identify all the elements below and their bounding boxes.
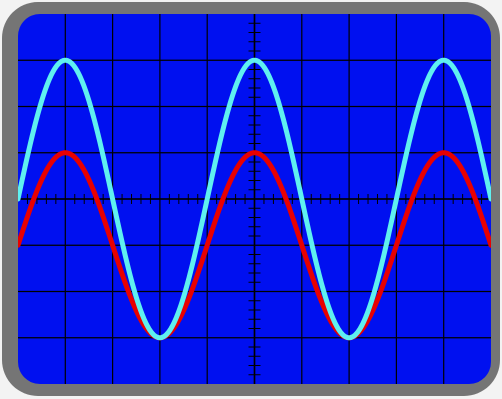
waveform-trace-cyan <box>18 57 491 341</box>
waveform-traces <box>18 57 491 341</box>
waveform-trace-red <box>18 150 491 341</box>
